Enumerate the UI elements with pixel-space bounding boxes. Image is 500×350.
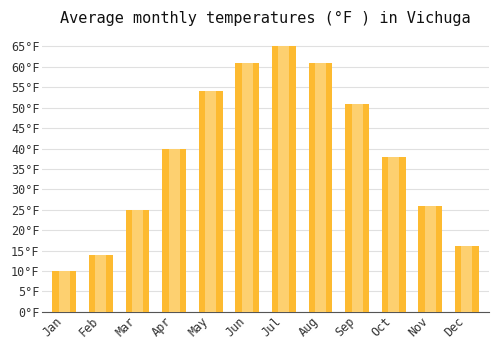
Bar (168, 148, 179, 312)
Bar (206, 91, 216, 312)
Bar (418, 206, 442, 312)
Bar (455, 246, 479, 312)
Bar (242, 63, 253, 312)
Bar (308, 63, 332, 312)
Bar (59, 271, 70, 312)
Bar (272, 47, 296, 312)
Bar (315, 63, 326, 312)
Bar (352, 104, 362, 312)
Bar (199, 91, 222, 312)
Bar (236, 63, 259, 312)
Bar (382, 157, 406, 312)
Bar (388, 157, 399, 312)
Bar (162, 148, 186, 312)
Bar (462, 246, 472, 312)
Title: Average monthly temperatures (°F ) in Vichuga: Average monthly temperatures (°F ) in Vi… (60, 11, 471, 26)
Bar (345, 104, 369, 312)
Bar (96, 255, 106, 312)
Bar (278, 47, 289, 312)
Bar (52, 271, 76, 312)
Bar (126, 210, 150, 312)
Bar (89, 255, 113, 312)
Bar (425, 206, 436, 312)
Bar (132, 210, 143, 312)
